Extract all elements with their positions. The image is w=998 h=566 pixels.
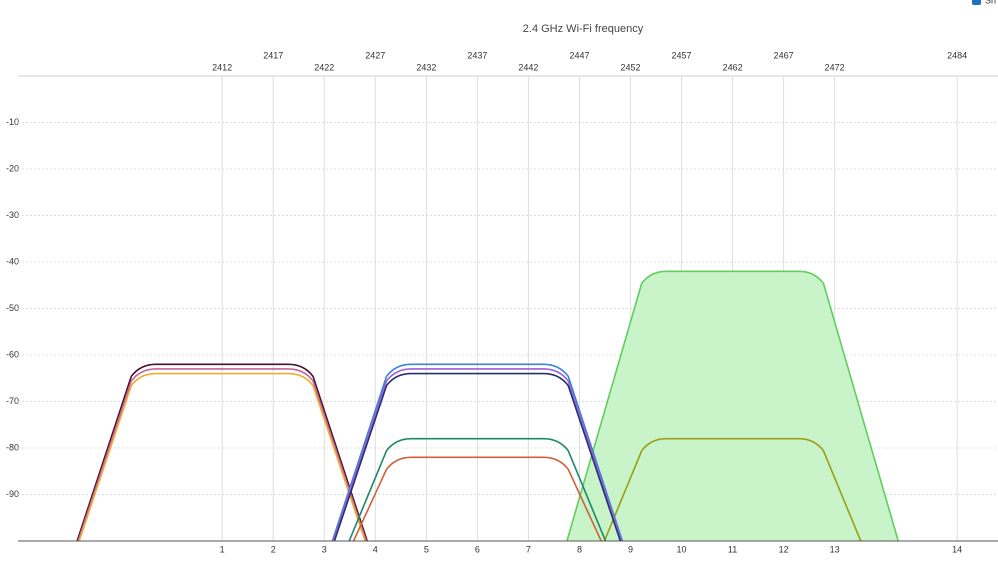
y-tick-label: -80 xyxy=(6,442,19,452)
channel-label: 5 xyxy=(424,544,429,554)
y-tick-label: -10 xyxy=(6,117,19,127)
channel-label: 2 xyxy=(271,544,276,554)
x-tick-label: 2437 xyxy=(467,50,487,60)
channel-label: 12 xyxy=(779,544,789,554)
x-tick-label: 2457 xyxy=(672,50,692,60)
x-tick-label: 2467 xyxy=(774,50,794,60)
x-tick-label: 2412 xyxy=(212,62,232,72)
signal-curve xyxy=(333,372,622,541)
signal-curve xyxy=(76,363,369,541)
curves xyxy=(76,270,900,541)
signal-curve xyxy=(77,368,367,541)
checkbox[interactable] xyxy=(972,0,981,5)
y-tick-label: -90 xyxy=(6,489,19,499)
x-tick-label: 2417 xyxy=(263,50,283,60)
x-tick-label: 2427 xyxy=(365,50,385,60)
y-tick-label: -30 xyxy=(6,210,19,220)
channel-label: 3 xyxy=(322,544,327,554)
y-tick-label: -70 xyxy=(6,396,19,406)
channel-label: 11 xyxy=(728,544,737,554)
signal-curve xyxy=(331,363,624,541)
checkbox-label[interactable]: Sh xyxy=(985,0,996,5)
signal-curve xyxy=(78,372,366,541)
channel-label: 1 xyxy=(220,544,225,554)
x-tick-label: 2484 xyxy=(947,50,967,60)
channel-label: 8 xyxy=(577,544,582,554)
channel-label: 6 xyxy=(475,544,480,554)
signal-curve xyxy=(603,437,862,541)
signal-curve xyxy=(352,456,603,541)
y-tick-label: -60 xyxy=(6,349,19,359)
channel-label: 7 xyxy=(526,544,531,554)
channel-label: 9 xyxy=(628,544,633,554)
y-tick-label: -50 xyxy=(6,303,19,313)
x-tick-label: 2452 xyxy=(620,62,640,72)
channel-label: 4 xyxy=(373,544,378,554)
x-tick-label: 2462 xyxy=(723,62,743,72)
signal-curve xyxy=(332,368,623,541)
x-tick-label: 2432 xyxy=(416,62,436,72)
y-tick-label: -20 xyxy=(6,163,19,173)
x-tick-label: 2447 xyxy=(569,50,589,60)
chart-title: 2.4 GHz Wi-Fi frequency xyxy=(523,23,644,35)
signal-curve xyxy=(348,437,607,541)
channel-label: 14 xyxy=(952,544,962,554)
x-tick-label: 2442 xyxy=(518,62,538,72)
channel-label: 13 xyxy=(830,544,840,554)
signal-curve xyxy=(566,270,900,541)
x-tick-label: 2422 xyxy=(314,62,334,72)
x-tick-label: 2472 xyxy=(825,62,845,72)
channel-label: 10 xyxy=(677,544,687,554)
y-tick-label: -40 xyxy=(6,256,19,266)
